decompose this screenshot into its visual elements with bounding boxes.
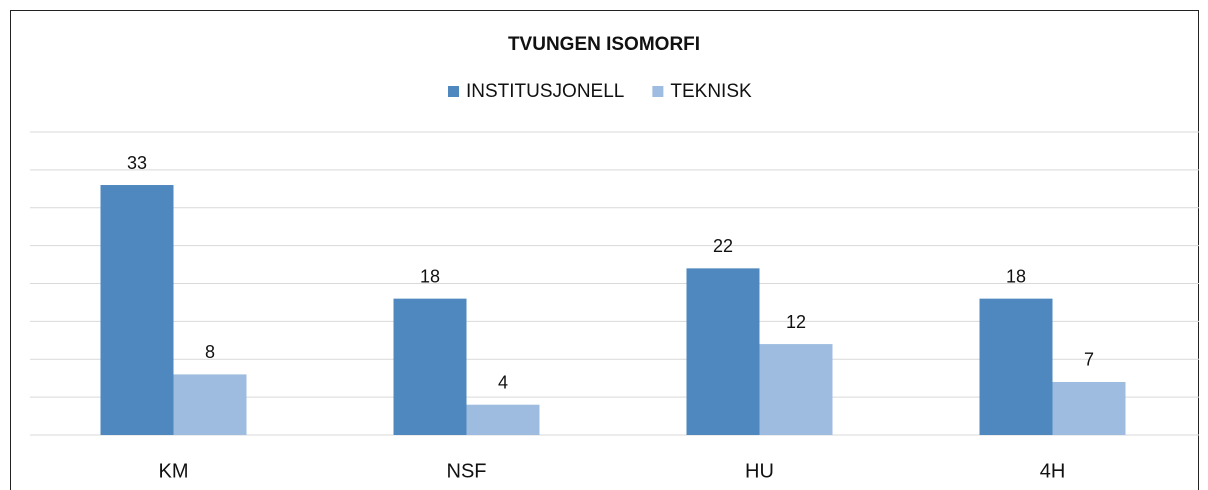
data-label: 7: [1084, 350, 1094, 370]
legend-swatch: [448, 86, 459, 97]
data-label: 33: [127, 153, 147, 173]
bar: [1052, 381, 1126, 435]
data-label: 18: [420, 266, 440, 286]
x-tick-label: HU: [745, 460, 774, 482]
bar: [686, 268, 760, 435]
bar: [759, 344, 833, 435]
legend-label: TEKNISK: [670, 81, 752, 102]
bar: [466, 404, 540, 435]
data-label: 4: [498, 372, 508, 392]
data-label: 22: [713, 236, 733, 256]
bar: [393, 298, 467, 435]
legend-swatch: [652, 86, 664, 97]
bar: [979, 298, 1053, 435]
x-tick-label: KM: [159, 460, 189, 482]
x-tick-label: NSF: [447, 460, 487, 482]
data-label: 18: [1006, 266, 1026, 286]
x-tick-label: 4H: [1040, 460, 1066, 482]
data-label: 8: [205, 342, 215, 362]
data-label: 12: [786, 312, 806, 332]
bar: [100, 185, 174, 435]
chart-title: TVUNGEN ISOMORFI: [508, 34, 700, 55]
bar: [173, 374, 247, 435]
legend-label: INSTITUSJONELL: [466, 81, 624, 102]
